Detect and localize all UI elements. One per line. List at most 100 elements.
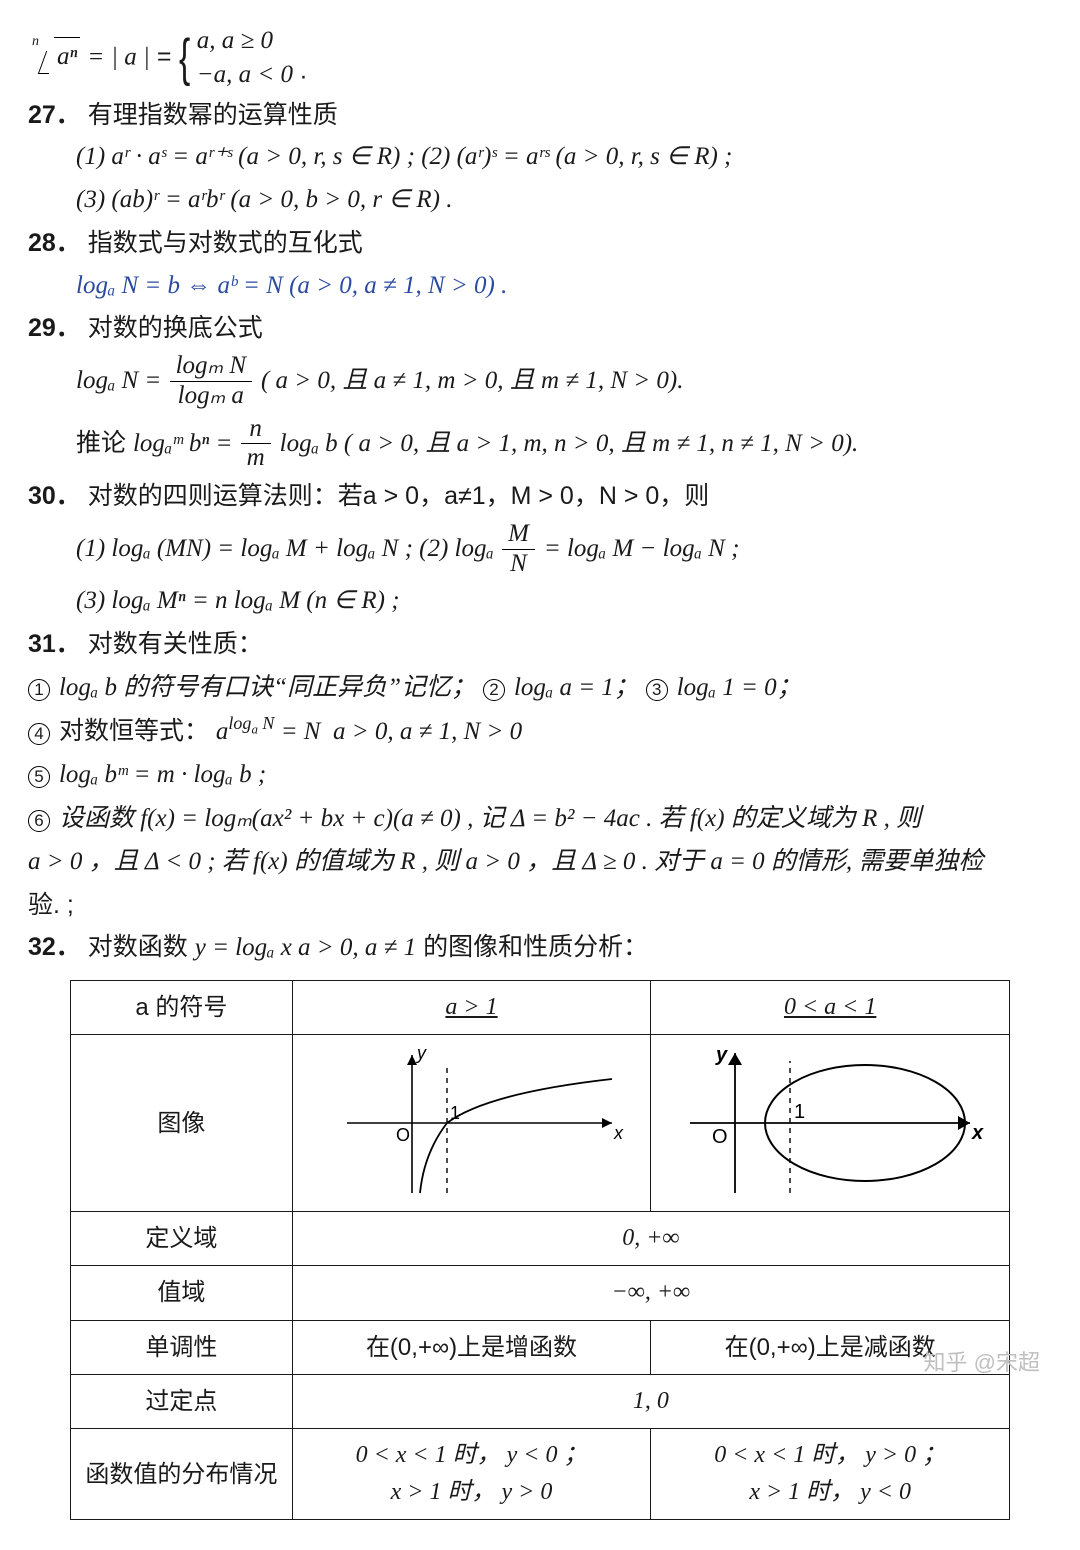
section-title: 对数有关性质： <box>88 630 263 658</box>
svg-text:x: x <box>971 1122 984 1144</box>
cell-domain: 0, +∞ <box>292 1212 1009 1266</box>
cell-graph-increasing: y x O 1 <box>292 1035 651 1212</box>
svg-text:x: x <box>613 1123 624 1143</box>
table-row: 函数值的分布情况 0 < x < 1 时， y < 0 ；x > 1 时， y … <box>71 1428 1010 1519</box>
item-4-label: 对数恒等式： <box>59 717 209 745</box>
section-28: 28． 指数式与对数式的互化式 <box>28 224 1052 263</box>
sec30-rule-3: (3) logₐ Mⁿ = n logₐ M (n ∈ R) ; <box>76 582 1052 621</box>
fraction: logₘ N logₘ a <box>170 352 252 411</box>
circled-2-icon: 2 <box>483 679 505 701</box>
fraction: M N <box>502 520 535 579</box>
sec31-item-6a: 6 设函数 f(x) = logₘ(ax² + bx + c)(a ≠ 0) ,… <box>28 799 1052 839</box>
svg-text:1: 1 <box>794 1101 805 1123</box>
denominator: m <box>241 444 271 473</box>
sec31-items-line1: 1 logₐ b 的符号有口诀“同正异负”记忆； 2 logₐ a = 1； 3… <box>28 668 1052 708</box>
part-a: (1) logₐ (MN) = logₐ M + logₐ N ; (2) lo… <box>76 535 500 562</box>
absolute-value: | a | <box>111 43 150 70</box>
denominator: N <box>502 550 535 579</box>
numerator: logₘ N <box>170 352 252 382</box>
cell-range: −∞, +∞ <box>292 1266 1009 1320</box>
condition: ( a > 0, 且 a ≠ 1, m > 0, 且 m ≠ 1, N > 0)… <box>261 367 684 394</box>
circled-6-icon: 6 <box>28 810 50 832</box>
section-number: 32． <box>28 933 81 961</box>
section-27: 27． 有理指数幂的运算性质 <box>28 96 1052 135</box>
cell-monotone-dec: 在(0,+∞)上是减函数 <box>651 1320 1010 1374</box>
circled-3-icon: 3 <box>646 679 668 701</box>
formula-nth-root: n aⁿ = | a | = { a, a ≥ 0 −a, a < 0 . <box>38 24 1052 92</box>
cell-fixed-point-label: 过定点 <box>71 1374 293 1428</box>
cell-graph-decreasing: y x O 1 <box>651 1035 1010 1212</box>
root-index: n <box>32 31 39 53</box>
sec31-item-4: 4 对数恒等式： aloga N = N a > 0, a ≠ 1, N > 0 <box>28 712 1052 752</box>
log-graph-decreasing-icon: y x O 1 <box>670 1043 990 1203</box>
sec29-corollary: 推论 logₐᵐ bⁿ = n m logₐ b ( a > 0, 且 a > … <box>76 415 1052 474</box>
table-row: 过定点 1, 0 <box>71 1374 1010 1428</box>
svg-text:O: O <box>396 1125 410 1145</box>
title-function: y = logₐ x a > 0, a ≠ 1 <box>195 934 416 961</box>
sec31-item-6c: 验. ; <box>28 886 1052 925</box>
cell-distribution-gt1: 0 < x < 1 时， y < 0 ；x > 1 时， y > 0 <box>292 1428 651 1519</box>
svg-text:O: O <box>712 1126 728 1148</box>
item-5: logₐ bᵐ = m · logₐ b ; <box>59 761 266 788</box>
cell-sign-label: a 的符号 <box>71 981 293 1035</box>
section-number: 31． <box>28 630 81 658</box>
section-29: 29． 对数的换底公式 <box>28 309 1052 348</box>
log-identity: aloga N = N a > 0, a ≠ 1, N > 0 <box>216 718 522 745</box>
table-row: 定义域 0, +∞ <box>71 1212 1010 1266</box>
denominator: logₘ a <box>170 382 252 411</box>
cell-domain-label: 定义域 <box>71 1212 293 1266</box>
title-a: 对数函数 <box>88 933 195 961</box>
cell-monotone-label: 单调性 <box>71 1320 293 1374</box>
table-row: a 的符号 a > 1 0 < a < 1 <box>71 981 1010 1035</box>
title-b: 的图像和性质分析： <box>423 933 648 961</box>
sec27-rule-1-2: (1) aʳ · aˢ = aʳ⁺ˢ (a > 0, r, s ∈ R) ; (… <box>76 138 1052 177</box>
section-title: 指数式与对数式的互化式 <box>88 229 363 257</box>
item-1: logₐ b 的符号有口诀“同正异负”记忆； <box>59 674 476 701</box>
corollary-rhs: logₐ b ( a > 0, 且 a > 1, m, n > 0, 且 m ≠… <box>280 429 859 456</box>
circled-5-icon: 5 <box>28 766 50 788</box>
fraction: n m <box>241 415 271 474</box>
item-3: logₐ 1 = 0； <box>677 674 802 701</box>
svg-text:1: 1 <box>450 1103 460 1123</box>
log-graph-increasing-icon: y x O 1 <box>312 1043 632 1203</box>
lhs: logₐ N = <box>76 367 168 394</box>
svg-text:y: y <box>415 1043 427 1063</box>
brace-left-icon: { <box>179 32 190 84</box>
properties-table: a 的符号 a > 1 0 < a < 1 图像 <box>70 980 1010 1520</box>
section-32: 32． 对数函数 y = logₐ x a > 0, a ≠ 1 的图像和性质分… <box>28 928 1052 968</box>
cell-graph-label: 图像 <box>71 1035 293 1212</box>
item-6a: 设函数 f(x) = logₘ(ax² + bx + c)(a ≠ 0) , 记… <box>59 805 921 832</box>
table-row: 图像 y x O <box>71 1035 1010 1212</box>
section-title: 对数的换底公式 <box>88 314 263 342</box>
corollary-label: 推论 <box>76 428 133 456</box>
cell-distribution-lt1: 0 < x < 1 时， y > 0 ；x > 1 时， y < 0 <box>651 1428 1010 1519</box>
item-2: logₐ a = 1； <box>514 674 639 701</box>
numerator: M <box>502 520 535 550</box>
sec28-formula: logₐ N = b ⇔ aᵇ = N (a > 0, a ≠ 1, N > 0… <box>76 267 1052 306</box>
circled-4-icon: 4 <box>28 723 50 745</box>
document-page: n aⁿ = | a | = { a, a ≥ 0 −a, a < 0 . 27… <box>0 0 1080 1550</box>
section-31: 31． 对数有关性质： <box>28 625 1052 664</box>
cell-fixed-point: 1, 0 <box>292 1374 1009 1428</box>
section-number: 28． <box>28 229 81 257</box>
table-row: 值域 −∞, +∞ <box>71 1266 1010 1320</box>
section-30: 30． 对数的四则运算法则：若a > 0，a≠1，M > 0，N > 0，则 <box>28 477 1052 516</box>
section-title: 对数的四则运算法则：若a > 0，a≠1，M > 0，N > 0，则 <box>88 482 710 510</box>
radicand: aⁿ <box>54 37 80 77</box>
numerator: n <box>241 415 271 445</box>
cell-range-label: 值域 <box>71 1266 293 1320</box>
cell-distribution-label: 函数值的分布情况 <box>71 1428 293 1519</box>
cell-a-lt-1: 0 < a < 1 <box>651 981 1010 1035</box>
sec31-item-6b: a > 0 ，且 Δ < 0 ; 若 f(x) 的值域为 R , 则 a > 0… <box>28 843 1052 882</box>
corollary-lhs: logₐᵐ bⁿ = <box>133 429 239 456</box>
section-number: 29． <box>28 314 81 342</box>
sec30-rule-1-2: (1) logₐ (MN) = logₐ M + logₐ N ; (2) lo… <box>76 520 1052 579</box>
circled-1-icon: 1 <box>28 679 50 701</box>
cell-a-gt-1: a > 1 <box>292 981 651 1035</box>
sec29-change-base: logₐ N = logₘ N logₘ a ( a > 0, 且 a ≠ 1,… <box>76 352 1052 411</box>
section-number: 30． <box>28 482 81 510</box>
case-1: a, a ≥ 0 <box>197 27 273 54</box>
cell-monotone-inc: 在(0,+∞)上是增函数 <box>292 1320 651 1374</box>
section-title: 有理指数幂的运算性质 <box>88 101 338 129</box>
svg-text:y: y <box>715 1044 728 1066</box>
